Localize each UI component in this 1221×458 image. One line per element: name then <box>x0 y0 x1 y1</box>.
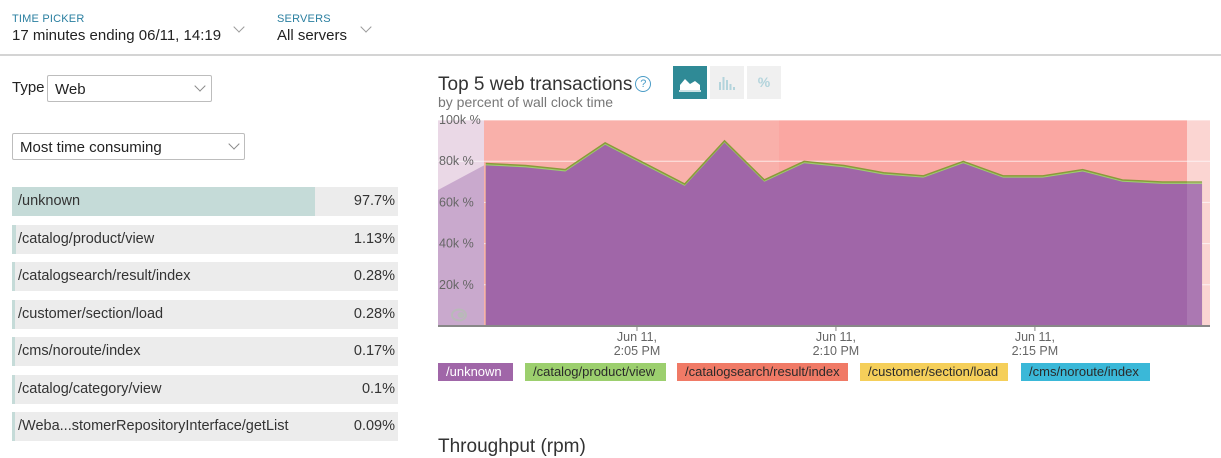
transaction-row[interactable]: /catalog/product/view 1.13% <box>12 224 398 254</box>
y-tick-label: 80k % <box>439 154 474 168</box>
y-tick-label: 40k % <box>439 237 474 251</box>
histogram-button[interactable] <box>710 66 744 99</box>
transaction-percent: 0.1% <box>361 380 395 397</box>
sort-select-value: Most time consuming <box>20 139 162 156</box>
question-circle-icon[interactable]: ? <box>635 76 652 92</box>
share-bar <box>12 412 15 441</box>
legend-item-customer-section-load[interactable]: /customer/section/load <box>860 363 1008 381</box>
transaction-name: /Weba...stomerRepositoryInterface/getLis… <box>18 418 289 434</box>
type-select[interactable]: Web <box>47 75 212 102</box>
transaction-percent: 0.09% <box>353 418 395 434</box>
transaction-list: /unknown 97.7% /catalog/product/view 1.1… <box>12 187 398 450</box>
transaction-percent: 0.28% <box>353 268 395 284</box>
top-bar: TIME PICKER 17 minutes ending 06/11, 14:… <box>0 0 1221 56</box>
transaction-percent: 0.28% <box>353 305 395 322</box>
chart-title-text: Top 5 web transactions <box>438 74 633 95</box>
transaction-name: /catalogsearch/result/index <box>18 268 191 284</box>
chart-subtitle: by percent of wall clock time <box>438 94 614 110</box>
time-picker[interactable]: TIME PICKER 17 minutes ending 06/11, 14:… <box>12 13 245 44</box>
legend-label: /cms/noroute/index <box>1029 364 1139 379</box>
area-chart-icon <box>679 79 701 92</box>
transaction-row[interactable]: /Weba...stomerRepositoryInterface/getLis… <box>12 412 398 441</box>
servers-picker[interactable]: SERVERS All servers <box>277 13 372 44</box>
x-tick-label: 2:05 PM <box>614 344 661 358</box>
transaction-percent: 97.7% <box>353 193 395 209</box>
time-picker-label: TIME PICKER <box>12 13 85 25</box>
transaction-name: /customer/section/load <box>18 305 164 322</box>
histogram-icon <box>719 77 735 90</box>
x-tick-label: Jun 11, <box>1015 330 1055 344</box>
area-chart-button[interactable] <box>673 66 707 99</box>
transaction-percent: 1.13% <box>353 230 395 247</box>
transaction-row[interactable]: /catalog/category/view 0.1% <box>12 374 398 404</box>
transaction-name: /catalog/product/view <box>18 230 155 247</box>
servers-value: All servers <box>277 27 348 44</box>
toggle-icon <box>451 308 467 322</box>
transaction-name: /catalog/category/view <box>18 380 162 397</box>
legend-item-catalogsearch-result-index[interactable]: /catalogsearch/result/index <box>677 363 848 381</box>
share-bar <box>12 224 16 254</box>
time-picker-value: 17 minutes ending 06/11, 14:19 <box>12 27 222 44</box>
x-tick-label: 2:15 PM <box>1012 344 1059 358</box>
transaction-row[interactable]: /customer/section/load 0.28% <box>12 299 398 329</box>
y-tick-label: 60k % <box>439 195 474 209</box>
transaction-percent: 0.17% <box>353 343 395 359</box>
transaction-row[interactable]: /unknown 97.7% <box>12 187 398 216</box>
chart-title: Top 5 web transactions? <box>438 74 652 96</box>
transaction-name: /unknown <box>18 193 81 209</box>
area-leadin <box>438 165 484 326</box>
percent-icon: % <box>757 74 771 90</box>
share-bar <box>12 187 315 216</box>
sort-select[interactable]: Most time consuming <box>12 133 245 160</box>
x-tick-label: 2:10 PM <box>813 344 860 358</box>
toggle-knob <box>457 312 465 318</box>
share-bar <box>12 374 15 404</box>
y-tick-label: 20k % <box>439 278 474 292</box>
series-line-catalog-product-view <box>485 139 1203 185</box>
servers-label: SERVERS <box>277 13 331 25</box>
legend-item-cms-noroute-index[interactable]: /cms/noroute/index <box>1021 363 1150 381</box>
x-tick-label: Jun 11, <box>816 330 856 344</box>
share-bar <box>12 337 15 366</box>
x-tick-label: Jun 11, <box>617 330 657 344</box>
area-chart: 100k %80k %60k %40k %20k %Jun 11,2:05 PM… <box>438 113 1210 358</box>
legend-item-unknown[interactable]: /unknown <box>438 363 513 381</box>
series-area-unknown <box>485 142 1203 326</box>
y-tick-label: 100k % <box>439 113 481 127</box>
legend-item-catalog-product-view[interactable]: /catalog/product/view <box>525 363 666 381</box>
type-select-value: Web <box>55 81 86 98</box>
percent-button[interactable]: % <box>747 66 781 99</box>
share-bar <box>12 299 15 329</box>
legend-label: /catalog/product/view <box>533 364 656 379</box>
legend-label: /customer/section/load <box>868 364 999 379</box>
type-label: Type <box>12 79 45 96</box>
legend-label: /unknown <box>446 364 502 379</box>
transaction-name: /cms/noroute/index <box>18 343 141 359</box>
transaction-row[interactable]: /cms/noroute/index 0.17% <box>12 337 398 366</box>
edge-fade <box>1187 120 1210 326</box>
share-bar <box>12 262 15 291</box>
throughput-heading: Throughput (rpm) <box>438 436 586 457</box>
transaction-row[interactable]: /catalogsearch/result/index 0.28% <box>12 262 398 291</box>
legend-label: /catalogsearch/result/index <box>685 364 840 379</box>
